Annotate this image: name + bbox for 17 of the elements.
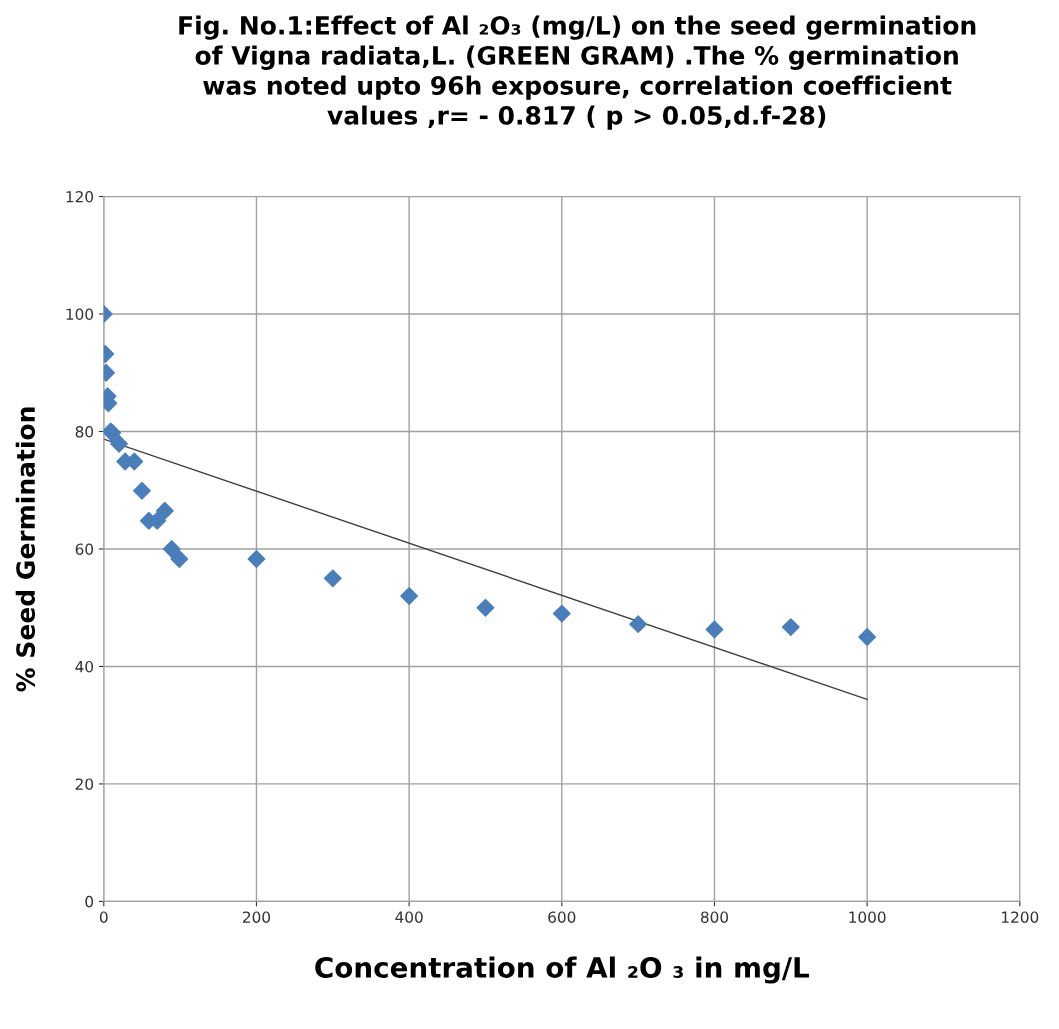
y-tick-label: 0 (85, 895, 94, 908)
y-tick-label: 60 (75, 543, 94, 555)
x-tick-label: 400 (395, 911, 423, 923)
chart-title: Fig. No.1:Effect of Al ₂O₃ (mg/L) on the seed germination of Vigna radiata,L. (GREEN GRAM) .The % germination was noted upto 96h exposure, correlation coefficient values ,r= - 0.817 ( p > 0.05,d.f-28) (179, 15, 976, 130)
y-tick-label: 100 (66, 308, 94, 321)
y-tick-label: 120 (66, 191, 94, 203)
x-tick-label: 800 (700, 911, 729, 923)
x-tick-label: 1200 (1002, 911, 1039, 923)
y-tick-label: 20 (75, 778, 94, 790)
y-tick-label: 80 (75, 425, 94, 438)
x-tick-label: 1000 (849, 911, 886, 923)
x-tick-label: 600 (548, 911, 576, 923)
x-axis-title: Concentration of Al ₂O ₃ in mg/L (315, 956, 809, 984)
y-axis-title: % Seed Germination (15, 407, 36, 692)
y-tick-label: 40 (75, 660, 94, 673)
x-tick-label: 200 (242, 911, 271, 923)
x-tick-label: 0 (99, 911, 108, 923)
